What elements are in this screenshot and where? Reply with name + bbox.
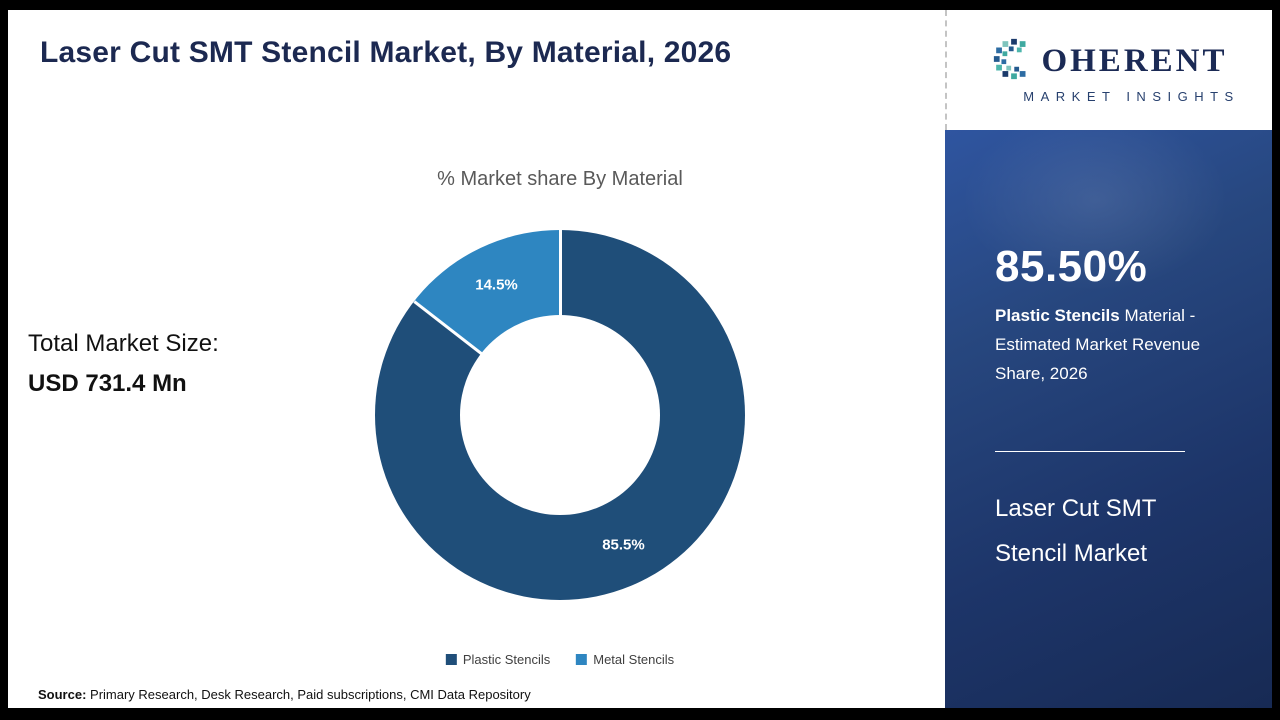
slice-label-plastic-stencils: 85.5% [602, 536, 645, 554]
slice-label-metal-stencils: 14.5% [475, 276, 518, 294]
highlight-stat-value: 85.50% [995, 242, 1148, 291]
sidebar-divider-line [995, 450, 1185, 452]
total-market-size-block: Total Market Size: USD 731.4 Mn [28, 330, 219, 398]
brand-wordmark: OHERENT [1041, 43, 1228, 79]
sidebar-body: 85.50% Plastic Stencils Material - Estim… [945, 130, 1272, 708]
highlight-stat-segment: Plastic Stencils [995, 306, 1120, 325]
legend-swatch [576, 654, 588, 665]
total-market-size-label: Total Market Size: [28, 330, 219, 357]
main-panel: Laser Cut SMT Stencil Market, By Materia… [8, 10, 945, 708]
coherent-c-mosaic-icon [991, 36, 1037, 87]
legend-item-metal-stencils: Metal Stencils [576, 652, 674, 667]
source-line: Source: Primary Research, Desk Research,… [38, 687, 531, 702]
source-label: Source: [38, 687, 87, 702]
legend-label: Plastic Stencils [462, 652, 551, 667]
legend-item-plastic-stencils: Plastic Stencils [445, 652, 551, 667]
legend-label: Metal Stencils [593, 652, 675, 667]
brand-logo-area: OHERENT MARKET INSIGHTS [945, 10, 1272, 130]
sidebar: OHERENT MARKET INSIGHTS 85.50% Plastic S… [945, 10, 1272, 708]
source-text: Primary Research, Desk Research, Paid su… [86, 687, 531, 702]
donut-hole [460, 315, 660, 515]
highlight-stat-description: Plastic Stencils Material - Estimated Ma… [995, 302, 1230, 389]
brand-logo: OHERENT [991, 36, 1227, 87]
donut-chart-wrapper: 85.5% 14.5% [375, 230, 745, 600]
brand-subtitle: MARKET INSIGHTS [1023, 89, 1240, 104]
page-title: Laser Cut SMT Stencil Market, By Materia… [40, 36, 732, 69]
chart-legend: Plastic Stencils Metal Stencils [445, 652, 674, 667]
total-market-size-value: USD 731.4 Mn [28, 370, 187, 397]
report-market-name: Laser Cut SMT Stencil Market [995, 494, 1156, 568]
highlight-stat-rest: Material - Estimated Market Revenue Shar… [995, 306, 1201, 383]
legend-swatch [445, 654, 457, 665]
donut-chart: 85.5% 14.5% [375, 230, 745, 600]
chart-subtitle: % Market share By Material [437, 168, 683, 190]
